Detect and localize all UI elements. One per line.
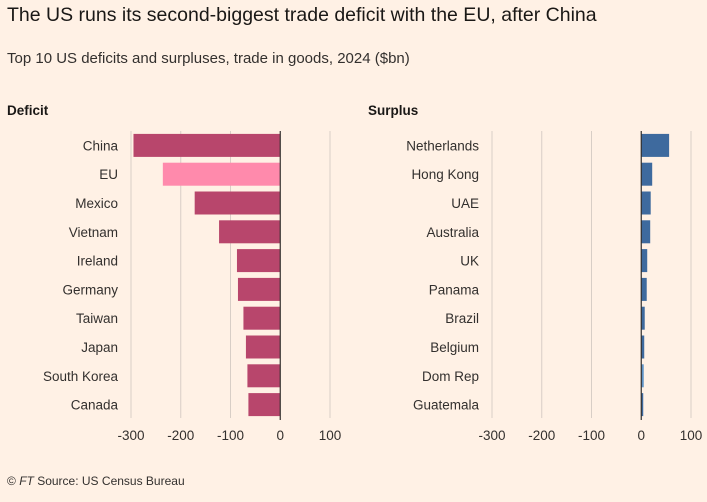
surplus-bar (641, 191, 651, 215)
surplus-category-label: Australia (426, 225, 479, 240)
deficit-tick-label: 100 (319, 428, 342, 443)
surplus-category-label: Hong Kong (411, 167, 479, 182)
chart-subtitle: Top 10 US deficits and surpluses, trade … (7, 50, 410, 67)
deficit-category-label: Japan (81, 340, 118, 355)
surplus-category-label: Belgium (430, 340, 479, 355)
deficit-bar (245, 335, 281, 359)
surplus-tick-label: -300 (478, 428, 505, 443)
surplus-bar (641, 133, 670, 157)
deficit-bar (133, 133, 281, 157)
surplus-category-label: Panama (429, 282, 480, 297)
surplus-bar (641, 277, 647, 301)
deficit-category-label: China (83, 138, 119, 153)
deficit-bar (219, 220, 281, 244)
deficit-category-label: Canada (71, 398, 119, 413)
deficit-bar (243, 306, 281, 330)
chart-title: The US runs its second-biggest trade def… (7, 4, 597, 26)
deficit-tick-label: -200 (167, 428, 194, 443)
deficit-bar (194, 191, 281, 215)
source-text: Source: US Census Bureau (37, 474, 185, 488)
deficit-tick-label: 0 (276, 428, 284, 443)
surplus-category-label: Guatemala (413, 398, 480, 413)
deficit-tick-label: -300 (117, 428, 144, 443)
deficit-tick-label: -100 (217, 428, 244, 443)
deficit-category-label: Germany (62, 282, 118, 297)
deficit-category-label: Taiwan (76, 311, 118, 326)
copyright-symbol: © (7, 474, 16, 488)
surplus-category-label: UK (460, 254, 479, 269)
ft-brand: FT (19, 474, 34, 488)
surplus-panel-title: Surplus (368, 103, 419, 118)
deficit-category-label: EU (99, 167, 118, 182)
deficit-bar (236, 249, 281, 273)
surplus-category-label: Netherlands (406, 138, 479, 153)
deficit-category-label: Vietnam (69, 225, 118, 240)
surplus-category-label: Dom Rep (422, 369, 479, 384)
deficit-bar (248, 393, 281, 417)
surplus-bar (641, 335, 645, 359)
deficit-panel-title: Deficit (7, 103, 49, 118)
deficit-category-label: South Korea (43, 369, 119, 384)
surplus-bar (641, 393, 644, 417)
surplus-bar (641, 306, 645, 330)
surplus-bar (641, 249, 648, 273)
surplus-tick-label: -200 (528, 428, 555, 443)
deficit-bar (247, 364, 281, 388)
deficit-bar (162, 162, 281, 186)
deficit-category-label: Mexico (75, 196, 118, 211)
surplus-tick-label: 100 (680, 428, 703, 443)
surplus-bar (641, 364, 644, 388)
surplus-tick-label: -100 (578, 428, 605, 443)
trade-balance-chart: -300 -200 -100 0 100 China EU Mexico Vietnam Irel… (43, 131, 703, 443)
deficit-bar (237, 277, 281, 301)
deficit-category-label: Ireland (77, 254, 118, 269)
source-footer: © FT Source: US Census Bureau (7, 474, 185, 488)
surplus-bar (641, 162, 653, 186)
surplus-bar (641, 220, 651, 244)
surplus-category-label: Brazil (445, 311, 479, 326)
surplus-tick-label: 0 (637, 428, 645, 443)
surplus-category-label: UAE (451, 196, 479, 211)
